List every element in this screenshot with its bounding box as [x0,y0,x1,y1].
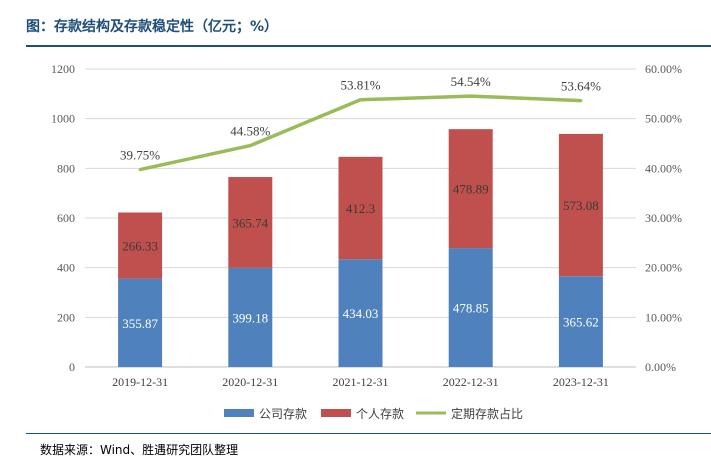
bar-personal-deposit [118,212,163,279]
y-left-tick-label: 200 [57,310,75,324]
x-tick-label: 2020-12-31 [222,375,278,389]
bar-data-label: 478.89 [453,182,489,197]
y-right-tick-label: 0.00% [645,360,676,374]
bar-corporate-deposit [558,276,603,367]
legend-personal-deposit-swatch [321,409,351,417]
legend-time-deposit-ratio-label: 定期存款占比 [451,406,523,421]
source-note: 数据来源：Wind、胜遇研究团队整理 [40,443,239,457]
bar-data-label: 399.18 [232,310,268,325]
bar-corporate-deposit [118,278,163,367]
source-divider [26,433,711,434]
y-right-tick-label: 40.00% [645,161,682,175]
line-data-label: 54.54% [451,74,491,89]
bar-personal-deposit [228,177,273,268]
bar-data-label: 365.62 [563,315,599,330]
y-right-tick-label: 50.00% [645,112,682,126]
line-point [579,99,583,103]
line-data-label: 44.58% [230,124,270,139]
bar-data-label: 434.03 [343,306,379,321]
line-point [248,144,252,148]
bar-data-label: 266.33 [122,239,158,254]
y-right-tick-label: 20.00% [645,261,682,275]
bar-corporate-deposit [448,248,493,367]
y-left-tick-label: 1000 [51,112,75,126]
bar-data-label: 365.74 [232,215,268,230]
line-data-label: 53.64% [561,79,601,94]
y-right-tick-label: 60.00% [645,62,682,76]
bar-data-label: 573.08 [563,198,599,213]
line-point [359,98,362,102]
line-data-label: 39.75% [120,148,160,163]
y-left-tick-label: 800 [57,161,75,175]
page-title: 图：存款结构及存款稳定性（亿元；%） [26,19,279,35]
line-point [138,168,142,172]
legend-corporate-deposit-label: 公司存款 [259,407,307,421]
line-data-label: 53.81% [340,78,380,93]
y-left-tick-label: 600 [57,211,75,225]
bar-data-label: 355.87 [122,316,158,331]
line-point [469,94,473,98]
legend-personal-deposit-label: 个人存款 [356,407,404,421]
y-left-tick-label: 400 [57,261,75,275]
x-tick-label: 2019-12-31 [112,375,168,389]
x-tick-label: 2021-12-31 [333,375,389,389]
x-tick-label: 2022-12-31 [443,375,499,389]
bar-personal-deposit [448,129,493,249]
y-left-tick-label: 0 [69,360,75,374]
bar-data-label: 478.85 [453,301,489,316]
title-divider [26,45,711,47]
legend-corporate-deposit-swatch [224,409,254,417]
y-right-tick-label: 30.00% [645,211,682,225]
y-left-tick-label: 1200 [51,62,75,76]
bar-corporate-deposit [338,259,383,367]
bar-data-label: 412.3 [346,201,375,216]
x-tick-label: 2023-12-31 [553,375,609,389]
y-right-tick-label: 10.00% [645,310,682,324]
bar-corporate-deposit [228,267,273,367]
bar-personal-deposit [338,156,383,260]
bar-personal-deposit [558,133,603,277]
